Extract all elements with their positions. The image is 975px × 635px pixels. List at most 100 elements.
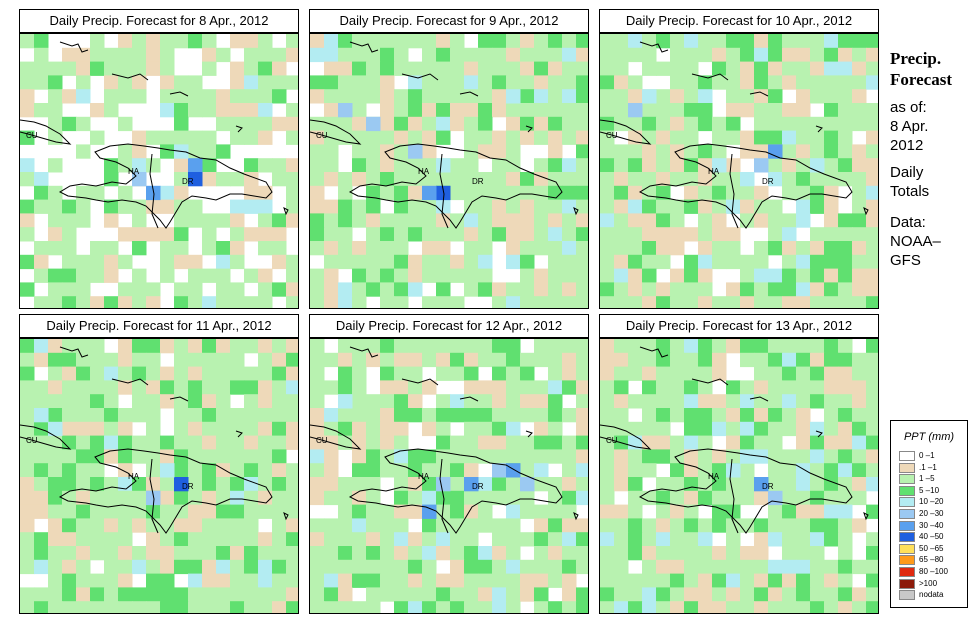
legend-swatch [899, 474, 915, 485]
country-label: CU [26, 436, 38, 445]
legend-label: 5 –10 [919, 485, 940, 495]
legend-entry: 40 –50 [899, 532, 965, 543]
legend-label: 0 –1 [919, 451, 935, 460]
sidebar-title-line2: Forecast [890, 70, 952, 89]
precip-grid: CU HA DR [310, 339, 588, 613]
legend-swatch [899, 520, 915, 531]
sidebar-title-line1: Precip. [890, 49, 942, 68]
legend-label: 1 –5 [919, 474, 935, 484]
legend-entry: 20 –30 [899, 509, 965, 520]
precip-map: CU HA DR [309, 33, 589, 309]
forecast-panel-1: Daily Precip. Forecast for 8 Apr., 2012 … [19, 9, 299, 309]
legend-entry: 5 –10 [899, 485, 965, 497]
country-label: HA [418, 167, 430, 176]
legend-entry: 1 –5 [899, 474, 965, 485]
country-label: DR [762, 177, 774, 186]
data-source-line3: GFS [890, 252, 921, 269]
country-label: DR [182, 482, 194, 491]
ppt-legend: PPT (mm) 0 –1 .1 –1 1 –5 5 –10 10 –20 20 –30 3… [890, 420, 968, 608]
country-label: CU [606, 131, 618, 140]
panel-title: Daily Precip. Forecast for 11 Apr., 2012 [19, 314, 299, 338]
legend-label: 40 –50 [919, 532, 944, 542]
legend-label: 65 –80 [919, 555, 944, 565]
precip-grid: CU HA DR [310, 34, 588, 308]
legend-swatch [899, 509, 915, 519]
legend-entry: 0 –1 [899, 451, 965, 462]
sidebar-info: Precip. Forecast as of: 8 Apr. 2012 Dail… [890, 48, 974, 270]
legend-label: >100 [919, 578, 938, 588]
country-label: CU [316, 131, 328, 140]
legend-label: 80 –100 [919, 567, 948, 576]
precip-grid: CU HA DR [20, 339, 298, 613]
country-label: HA [418, 472, 430, 481]
legend-label: 50 –65 [919, 543, 944, 553]
country-label: CU [606, 436, 618, 445]
totals-line1: Daily [890, 164, 924, 181]
legend-entry: 10 –20 [899, 497, 965, 508]
forecast-panel-6: Daily Precip. Forecast for 13 Apr., 2012… [599, 314, 879, 614]
country-label: HA [708, 472, 720, 481]
legend-label: 30 –40 [919, 520, 944, 530]
coastline [600, 41, 869, 229]
precip-map: CU HA DR [19, 33, 299, 309]
country-label: HA [708, 167, 720, 176]
legend-swatch [899, 567, 915, 577]
legend-title: PPT (mm) [903, 431, 955, 443]
legend-swatch [899, 578, 915, 589]
asof-date-line1: 8 Apr. [890, 118, 929, 135]
legend-entry: nodata [899, 590, 965, 601]
totals-line2: Totals [890, 183, 930, 200]
legend-entry: 65 –80 [899, 555, 965, 566]
precip-grid: CU HA DR [600, 34, 878, 308]
country-label: DR [182, 177, 194, 186]
forecast-panel-3: Daily Precip. Forecast for 10 Apr., 2012… [599, 9, 879, 309]
legend-swatch [899, 497, 915, 508]
panel-title: Daily Precip. Forecast for 9 Apr., 2012 [309, 9, 589, 33]
coastline [20, 346, 289, 534]
country-label: DR [762, 482, 774, 491]
forecast-panel-4: Daily Precip. Forecast for 11 Apr., 2012… [19, 314, 299, 614]
coastline [600, 346, 869, 534]
legend-entry: >100 [899, 578, 965, 590]
precip-map: CU HA DR [19, 338, 299, 614]
legend-label: 20 –30 [919, 509, 944, 518]
asof-date-line2: 2012 [890, 137, 924, 154]
panel-title: Daily Precip. Forecast for 13 Apr., 2012 [599, 314, 879, 338]
legend-entry: 80 –100 [899, 567, 965, 578]
data-source-line1: Data: [890, 214, 926, 231]
legend-swatch [899, 532, 915, 543]
country-label: CU [26, 131, 38, 140]
coastline [20, 41, 289, 229]
legend-label: 10 –20 [919, 497, 944, 507]
forecast-panel-2: Daily Precip. Forecast for 9 Apr., 2012 … [309, 9, 589, 309]
legend-entry: 50 –65 [899, 543, 965, 555]
legend-swatch [899, 485, 915, 496]
data-source-line2: NOAA– [890, 233, 941, 250]
legend-swatch [899, 555, 915, 566]
forecast-panel-5: Daily Precip. Forecast for 12 Apr., 2012… [309, 314, 589, 614]
country-label: DR [472, 482, 484, 491]
legend-swatch [899, 451, 915, 461]
legend-swatch [899, 543, 915, 554]
legend-label: .1 –1 [919, 462, 937, 472]
country-label: DR [472, 177, 484, 186]
panel-title: Daily Precip. Forecast for 12 Apr., 2012 [309, 314, 589, 338]
country-label: HA [128, 472, 140, 481]
precip-map: CU HA DR [599, 33, 879, 309]
country-label: CU [316, 436, 328, 445]
legend-swatch [899, 462, 915, 473]
panel-title: Daily Precip. Forecast for 10 Apr., 2012 [599, 9, 879, 33]
legend-label: nodata [919, 590, 944, 600]
legend-entry: .1 –1 [899, 462, 965, 474]
legend-swatch [899, 590, 915, 601]
precip-map: CU HA DR [599, 338, 879, 614]
country-label: HA [128, 167, 140, 176]
precip-map: CU HA DR [309, 338, 589, 614]
legend-entry: 30 –40 [899, 520, 965, 532]
precip-grid: CU HA DR [20, 34, 298, 308]
coastline [310, 41, 579, 229]
precip-grid: CU HA DR [600, 339, 878, 613]
asof-label: as of: [890, 99, 927, 116]
coastline [310, 346, 579, 534]
panel-title: Daily Precip. Forecast for 8 Apr., 2012 [19, 9, 299, 33]
